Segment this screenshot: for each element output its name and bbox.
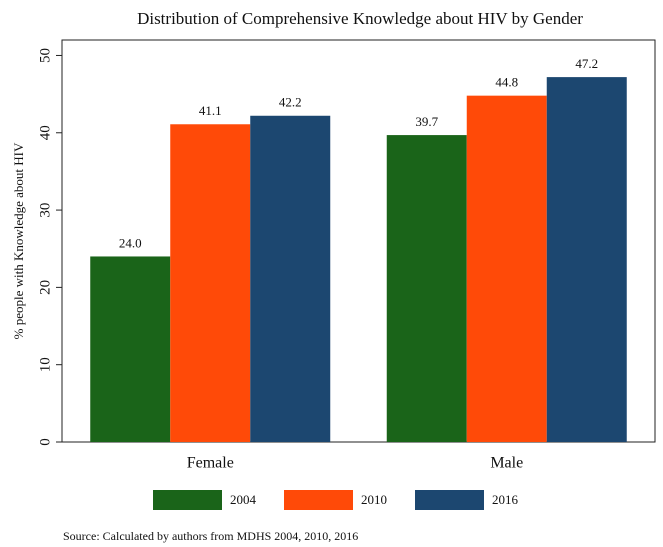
y-tick-label: 10 [37,357,53,372]
bar [466,95,547,443]
y-axis-label: % people with Knowledge about HIV [11,142,26,339]
value-label: 44.8 [495,75,518,90]
value-label: 39.7 [415,114,438,129]
value-label: 42.2 [279,95,302,110]
bar [546,77,627,442]
source-note: Source: Calculated by authors from MDHS … [63,529,358,543]
chart-title: Distribution of Comprehensive Knowledge … [137,9,583,28]
legend-label: 2010 [361,492,387,507]
bar [250,115,331,442]
legend-swatch [415,490,484,510]
value-label: 24.0 [119,235,142,250]
legend-swatch [284,490,353,510]
y-tick-label: 40 [37,125,53,140]
plot-frame [61,39,656,443]
y-tick-label: 30 [37,203,53,218]
value-label: 47.2 [575,56,598,71]
bar [170,124,251,442]
y-tick-label: 50 [37,48,53,63]
legend-label: 2016 [492,492,519,507]
bar [386,135,467,443]
legend-label: 2004 [230,492,257,507]
value-label: 41.1 [199,103,222,118]
x-tick-label: Male [490,455,523,472]
legend-swatch [153,490,222,510]
x-tick-label: Female [187,455,234,472]
y-tick-label: 0 [37,438,53,446]
y-tick-label: 20 [37,280,53,295]
bar [90,256,171,442]
